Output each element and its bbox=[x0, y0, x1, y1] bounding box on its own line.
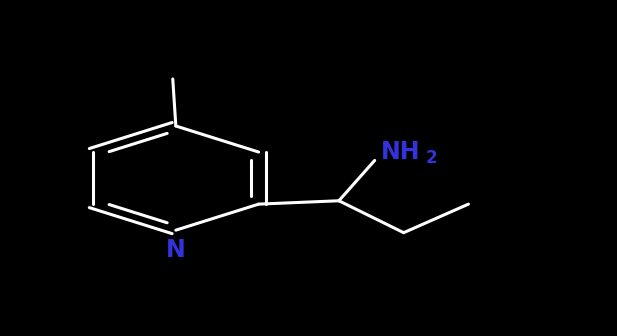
Text: 2: 2 bbox=[425, 149, 437, 167]
Text: NH: NH bbox=[381, 140, 420, 164]
Text: N: N bbox=[166, 238, 186, 262]
